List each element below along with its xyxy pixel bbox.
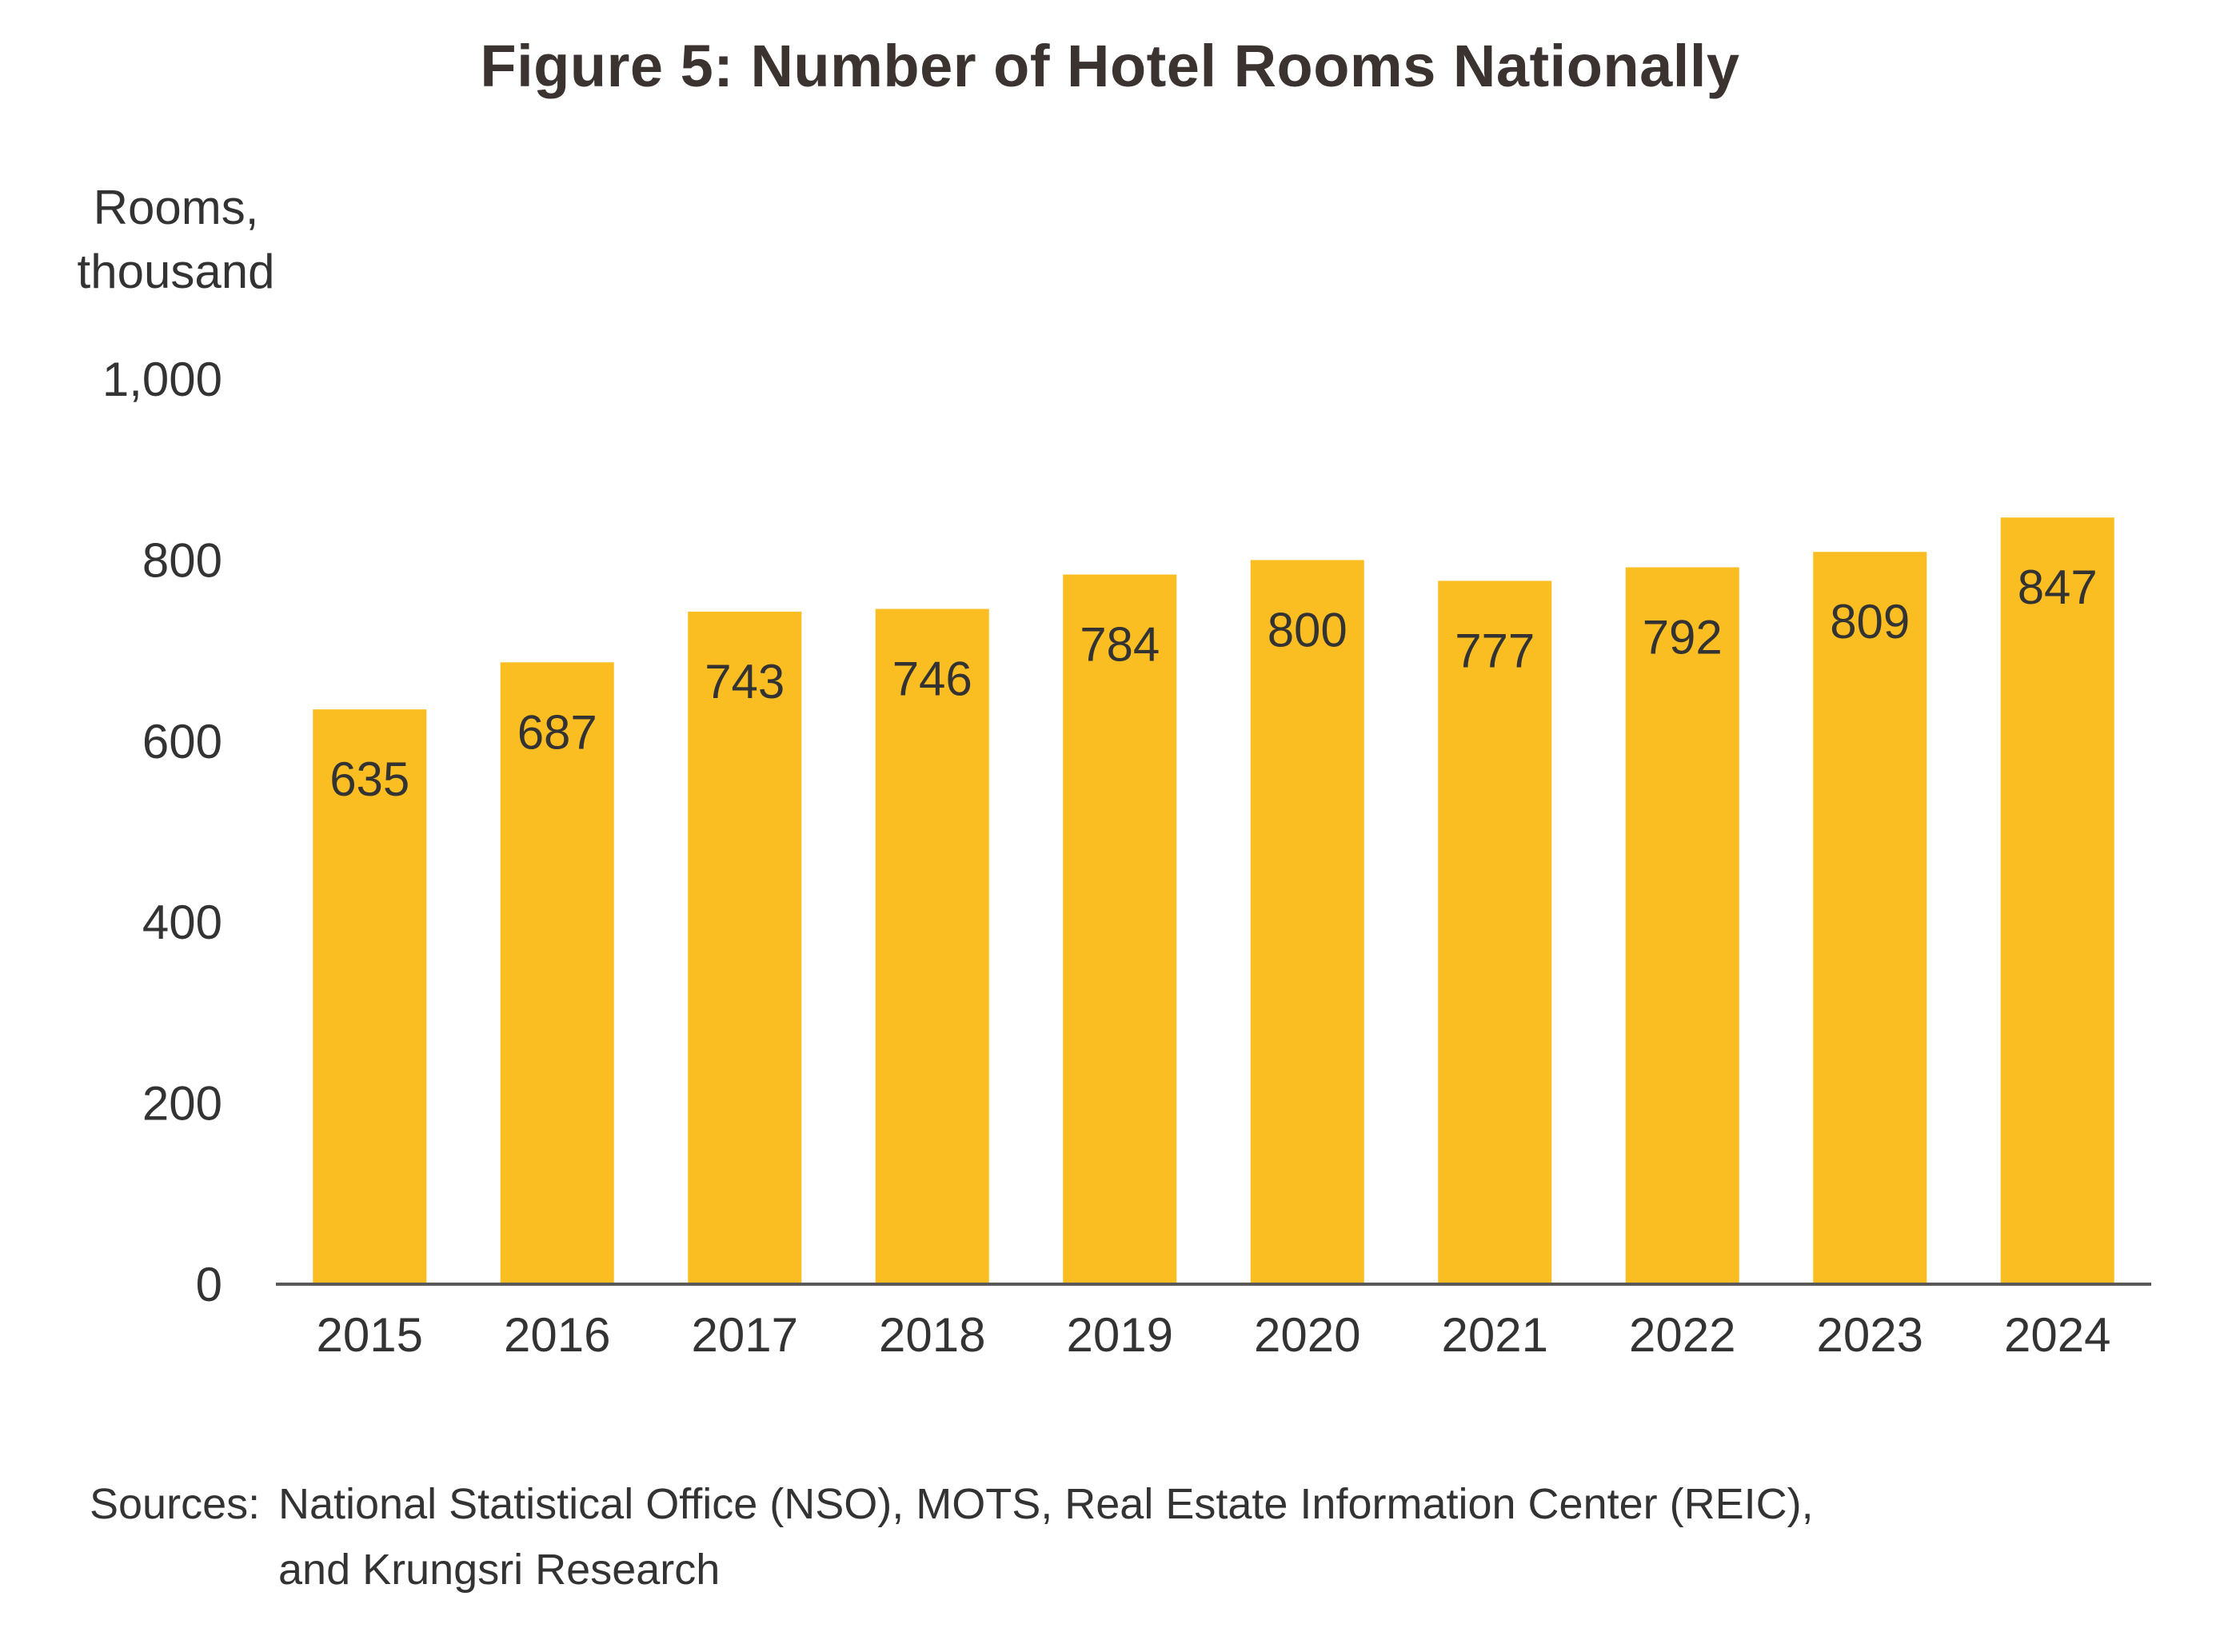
bar-2020 xyxy=(1250,560,1364,1284)
sources-line-1: National Statistical Office (NSO), MOTS,… xyxy=(278,1480,1814,1528)
data-label-2019: 784 xyxy=(1080,618,1160,672)
x-tick-label-2016: 2016 xyxy=(504,1308,610,1362)
y-axis-label: Rooms, thousand xyxy=(48,176,304,304)
bar-2024 xyxy=(2000,517,2114,1284)
bar-2021 xyxy=(1438,581,1552,1284)
bar-2022 xyxy=(1625,567,1739,1284)
data-labels-group: 635 687 743 746 784 800 777 792 809 847 xyxy=(329,561,2098,806)
data-label-2022: 792 xyxy=(1643,610,1723,664)
x-tick-label-2021: 2021 xyxy=(1442,1308,1548,1362)
bars-group xyxy=(313,517,2114,1284)
y-tick-label-200: 200 xyxy=(142,1077,222,1131)
data-label-2016: 687 xyxy=(517,705,597,759)
y-tick-label-1000: 1,000 xyxy=(102,353,222,406)
bar-2016 xyxy=(500,662,614,1284)
y-tick-label-0: 0 xyxy=(196,1258,222,1311)
data-label-2015: 635 xyxy=(329,752,409,806)
x-tick-label-2017: 2017 xyxy=(692,1308,798,1362)
data-label-2021: 777 xyxy=(1455,624,1535,677)
y-axis-label-line-2: thousand xyxy=(77,245,275,298)
x-tick-label-2019: 2019 xyxy=(1067,1308,1173,1362)
x-tick-label-2022: 2022 xyxy=(1629,1308,1735,1362)
bar-2019 xyxy=(1063,574,1177,1284)
x-tick-label-2024: 2024 xyxy=(2004,1308,2110,1362)
x-tick-labels-group: 2015 2016 2017 2018 2019 2020 2021 2022 2023 2024 xyxy=(317,1308,2111,1362)
y-tick-labels-group: 0 200 400 600 800 1,000 xyxy=(102,353,222,1311)
bar-2017 xyxy=(688,611,802,1284)
y-tick-label-600: 600 xyxy=(142,715,222,768)
sources-label: Sources: xyxy=(90,1480,261,1528)
y-tick-label-800: 800 xyxy=(142,533,222,587)
data-label-2024: 847 xyxy=(2018,561,2098,614)
data-label-2020: 800 xyxy=(1268,603,1348,656)
y-axis-label-line-1: Rooms, xyxy=(93,181,259,234)
sources-line-2: and Krungsri Research xyxy=(278,1546,721,1594)
bar-2015 xyxy=(313,709,427,1284)
x-tick-label-2020: 2020 xyxy=(1254,1308,1360,1362)
data-label-2018: 746 xyxy=(892,652,972,706)
sources-note: Sources: National Statistical Office (NS… xyxy=(90,1471,1814,1602)
data-label-2023: 809 xyxy=(1830,595,1910,648)
x-tick-label-2023: 2023 xyxy=(1817,1308,1923,1362)
bar-2023 xyxy=(1813,552,1927,1284)
x-tick-label-2018: 2018 xyxy=(879,1308,985,1362)
data-label-2017: 743 xyxy=(705,655,785,708)
chart-title: Figure 5: Number of Hotel Rooms National… xyxy=(480,33,1740,99)
bar-2018 xyxy=(875,609,989,1284)
y-tick-label-400: 400 xyxy=(142,896,222,949)
x-tick-label-2015: 2015 xyxy=(317,1308,423,1362)
